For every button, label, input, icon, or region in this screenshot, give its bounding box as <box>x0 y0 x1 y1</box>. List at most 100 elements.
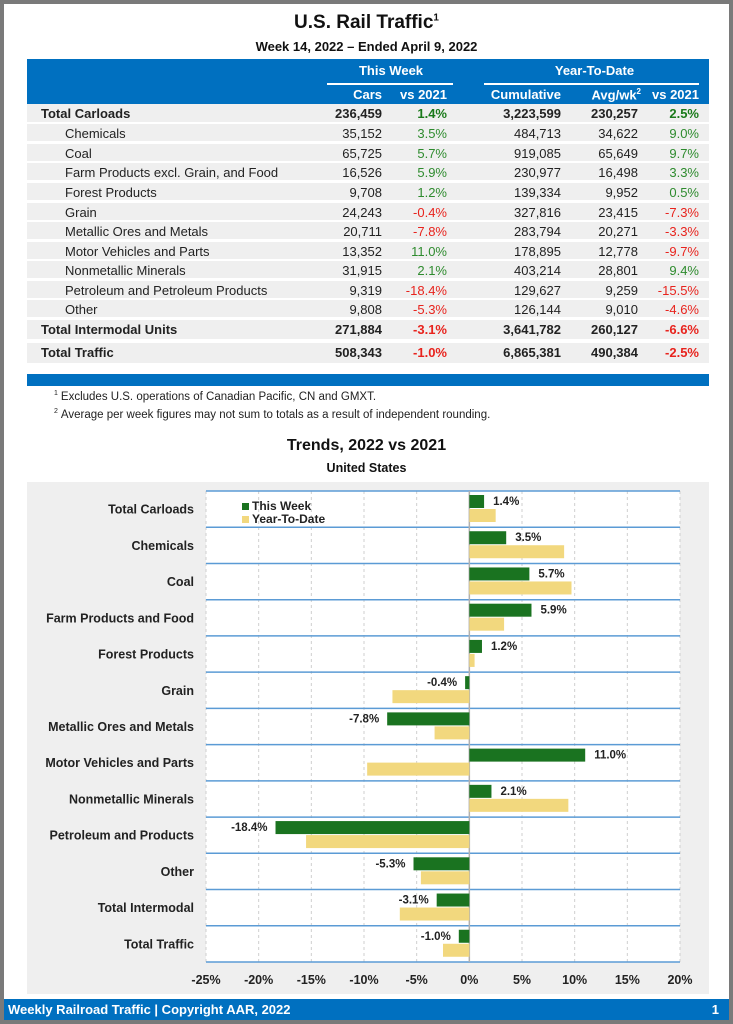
cell-avgwk: 260,127 <box>591 322 638 337</box>
row-label: Farm Products excl. Grain, and Food <box>65 165 279 180</box>
table-row: Total Traffic 508,343 -1.0% 6,865,381 490,38… <box>27 343 709 363</box>
cell-cumulative: 139,334 <box>514 185 561 200</box>
x-tick-label: -25% <box>191 973 220 987</box>
cell-vs2021-week: 5.7% <box>417 146 447 161</box>
row-label: Chemicals <box>65 126 126 141</box>
cell-vs2021-ytd: 9.7% <box>669 146 699 161</box>
legend-label: This Week <box>252 499 311 513</box>
table-row: Metallic Ores and Metals 20,711 -7.8% 283,7… <box>27 222 709 239</box>
x-tick-label: 5% <box>513 973 531 987</box>
footnote-1: 1 Excludes U.S. operations of Canadian Pa… <box>54 390 376 403</box>
category-label: Forest Products <box>98 648 194 662</box>
data-label: -5.3% <box>375 858 405 870</box>
table-row: Coal 65,725 5.7% 919,085 65,649 9.7% <box>27 144 709 161</box>
chart-subtitle: United States <box>326 461 407 475</box>
category-label: Coal <box>167 575 194 589</box>
data-label: 3.5% <box>515 532 541 544</box>
cell-vs2021-ytd: -6.6% <box>665 322 699 337</box>
bar-ytd <box>367 762 470 776</box>
table-row: Total Carloads 236,459 1.4% 3,223,599 230,25… <box>27 104 709 122</box>
bar-this-week <box>469 495 485 508</box>
bar-ytd <box>469 509 496 522</box>
data-label: -3.1% <box>399 895 429 907</box>
bar-this-week <box>469 748 586 762</box>
cell-vs2021-ytd: 0.5% <box>669 185 699 200</box>
cell-vs2021-ytd: -3.3% <box>665 224 699 239</box>
col-header-cars: Cars <box>353 87 382 102</box>
row-label: Total Intermodal Units <box>41 322 178 337</box>
cell-vs2021-week: -0.4% <box>413 205 447 220</box>
bar-ytd <box>469 653 475 667</box>
cell-cars: 65,725 <box>342 146 382 161</box>
table-row: Total Intermodal Units 271,884 -3.1% 3,641,… <box>27 320 709 339</box>
cell-avgwk: 28,801 <box>598 263 638 278</box>
cell-vs2021-ytd: -2.5% <box>665 345 699 360</box>
bar-ytd <box>306 835 470 849</box>
cell-avgwk: 9,952 <box>605 185 638 200</box>
data-label: -1.0% <box>421 931 451 943</box>
cell-vs2021-ytd: -4.6% <box>665 302 699 317</box>
bar-this-week <box>458 929 470 943</box>
cell-vs2021-week: -7.8% <box>413 224 447 239</box>
cell-vs2021-ytd: -15.5% <box>657 283 699 298</box>
data-label: 11.0% <box>594 750 626 762</box>
bar-ytd <box>434 726 470 740</box>
data-label: -7.8% <box>349 713 379 725</box>
cell-cars: 9,319 <box>349 283 382 298</box>
cell-avgwk: 16,498 <box>598 165 638 180</box>
table-row: Forest Products 9,708 1.2% 139,334 9,952 0.5% <box>27 183 709 200</box>
x-tick-label: -20% <box>244 973 273 987</box>
cell-cumulative: 3,641,782 <box>503 322 561 337</box>
cell-avgwk: 34,622 <box>598 126 638 141</box>
data-label: -0.4% <box>427 677 457 689</box>
category-label: Total Intermodal <box>98 901 194 915</box>
cell-cars: 13,352 <box>342 244 382 259</box>
category-label: Metallic Ores and Metals <box>48 720 194 734</box>
cell-vs2021-ytd: -9.7% <box>665 244 699 259</box>
avgwk-footnote-mark: 2 <box>636 87 641 96</box>
cell-cars: 31,915 <box>342 263 382 278</box>
data-label: 5.7% <box>538 568 564 580</box>
group-underline-ytd <box>484 83 699 85</box>
bar-ytd <box>420 871 470 885</box>
cell-cumulative: 230,977 <box>514 165 561 180</box>
cell-vs2021-week: -18.4% <box>405 283 447 298</box>
x-tick-label: 20% <box>667 973 692 987</box>
cell-cars: 271,884 <box>335 322 382 337</box>
row-label: Grain <box>65 205 97 220</box>
bar-ytd <box>469 581 572 595</box>
bar-this-week <box>465 676 470 690</box>
bar-ytd <box>469 545 565 559</box>
row-label: Coal <box>65 146 92 161</box>
data-label: 1.4% <box>493 496 519 508</box>
x-tick-label: -5% <box>406 973 428 987</box>
footer-copyright: Weekly Railroad Traffic | Copyright AAR,… <box>8 1002 291 1017</box>
cell-vs2021-week: 2.1% <box>417 263 447 278</box>
cell-vs2021-week: 5.9% <box>417 165 447 180</box>
bar-this-week <box>469 784 492 798</box>
group-underline-this-week <box>327 83 453 85</box>
legend-swatch-ytd <box>242 516 249 523</box>
data-label: 1.2% <box>491 641 517 653</box>
footnote-text: Excludes U.S. operations of Canadian Pac… <box>60 390 377 403</box>
category-label: Motor Vehicles and Parts <box>45 756 194 770</box>
footnote-mark: 1 <box>54 390 58 397</box>
cell-cumulative: 6,865,381 <box>503 345 561 360</box>
footnote-mark: 2 <box>54 408 58 415</box>
category-label: Chemicals <box>131 539 194 553</box>
col-header-vs2021-week: vs 2021 <box>400 87 447 102</box>
cell-avgwk: 23,415 <box>598 205 638 220</box>
bar-this-week <box>469 567 530 581</box>
bar-this-week <box>413 857 470 871</box>
report-page: U.S. Rail Traffic1 Week 14, 2022 – Ended… <box>4 4 729 1020</box>
cell-cumulative: 484,713 <box>514 126 561 141</box>
cell-avgwk: 12,778 <box>598 244 638 259</box>
data-label: -18.4% <box>231 822 267 834</box>
data-label: 2.1% <box>500 786 526 798</box>
bar-ytd <box>469 617 505 631</box>
cell-cars: 236,459 <box>335 106 382 121</box>
table-header: This Week Year-To-Date Cars vs 2021 Cumu… <box>27 59 709 105</box>
cell-cars: 20,711 <box>343 224 382 239</box>
cell-vs2021-week: 3.5% <box>417 126 447 141</box>
cell-cars: 508,343 <box>335 345 382 360</box>
